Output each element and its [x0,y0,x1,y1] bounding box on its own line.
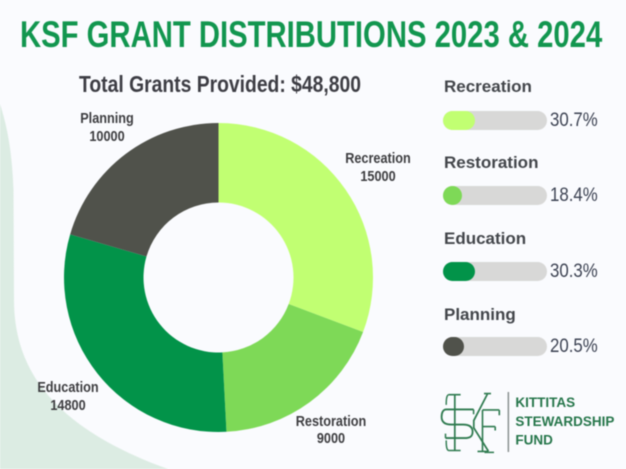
svg-text:STEWARDSHIP: STEWARDSHIP [515,414,614,429]
svg-text:KITTITAS: KITTITAS [515,395,575,410]
svg-text:FUND: FUND [515,433,553,448]
